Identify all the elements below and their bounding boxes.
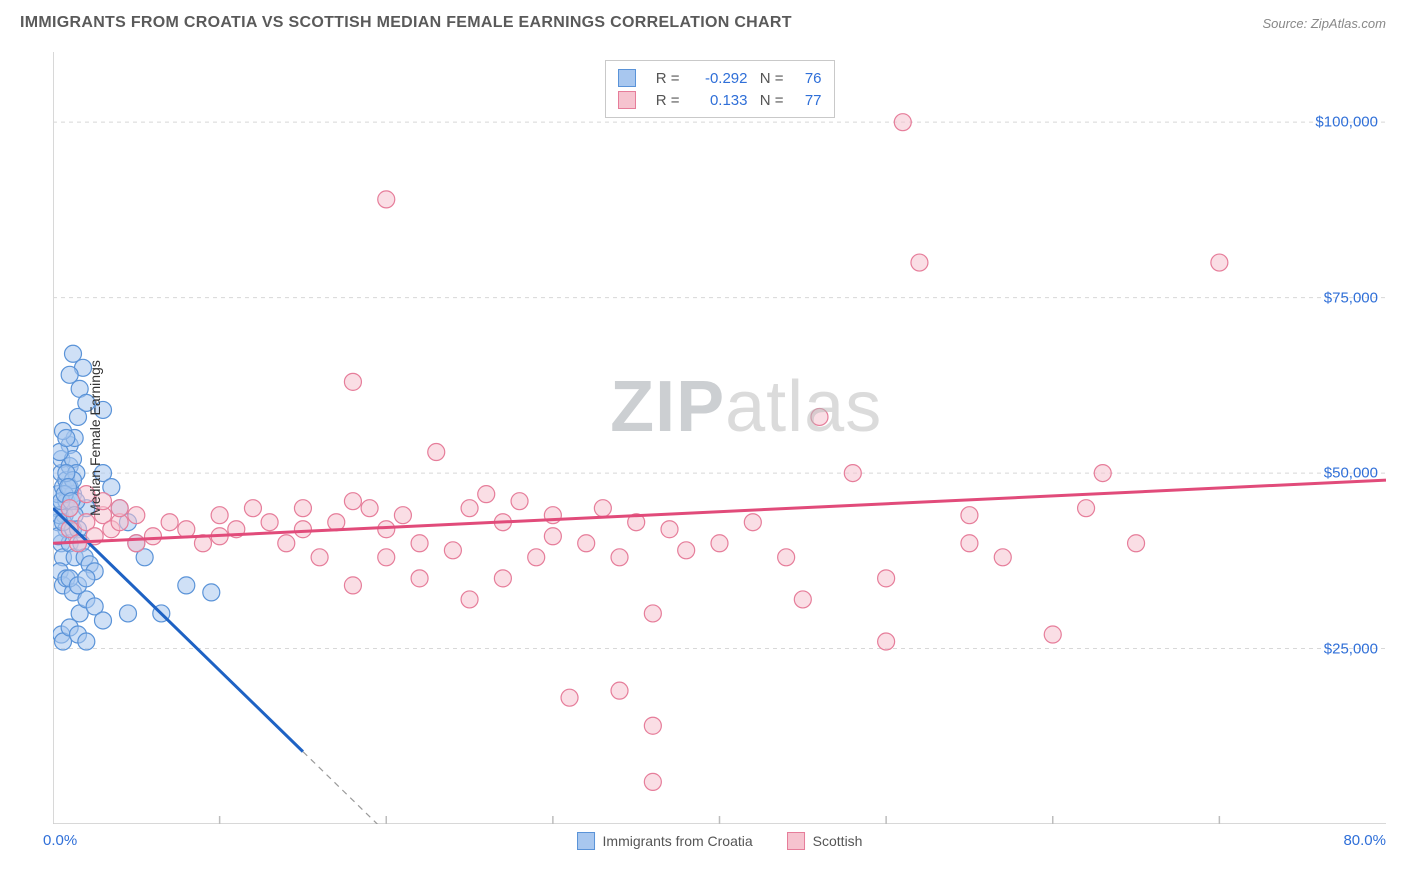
- legend-label: Scottish: [813, 833, 863, 849]
- legend-swatch: [577, 832, 595, 850]
- scatter-chart: [53, 52, 1386, 824]
- legend-item-scottish: Scottish: [787, 832, 863, 850]
- stat-row: R =-0.292N =76: [618, 67, 822, 89]
- legend-swatch: [787, 832, 805, 850]
- stat-row: R =0.133N =77: [618, 89, 822, 111]
- source-label: Source: ZipAtlas.com: [1262, 16, 1386, 31]
- x-max-label: 80.0%: [1343, 832, 1386, 849]
- legend: Immigrants from Croatia Scottish: [577, 832, 863, 850]
- x-axis: 0.0% 80.0% Immigrants from CroatiaScotti…: [53, 832, 1386, 882]
- chart-title: IMMIGRANTS FROM CROATIA VS SCOTTISH MEDI…: [20, 14, 792, 32]
- legend-swatch: [618, 69, 636, 87]
- series-scottish: [61, 114, 1228, 791]
- chart-plot-area: Median Female Earnings ZIPatlas R =-0.29…: [53, 52, 1386, 824]
- y-tick-label: $50,000: [1324, 465, 1378, 482]
- x-min-label: 0.0%: [43, 832, 77, 849]
- legend-item-croatia: Immigrants from Croatia: [577, 832, 753, 850]
- source-link[interactable]: ZipAtlas.com: [1311, 16, 1386, 31]
- y-tick-label: $100,000: [1315, 114, 1378, 131]
- y-axis-label: Median Female Earnings: [87, 360, 103, 516]
- legend-label: Immigrants from Croatia: [603, 833, 753, 849]
- legend-swatch: [618, 91, 636, 109]
- correlation-stats-box: R =-0.292N =76R =0.133N =77: [605, 60, 835, 118]
- y-tick-label: $25,000: [1324, 640, 1378, 657]
- header: IMMIGRANTS FROM CROATIA VS SCOTTISH MEDI…: [0, 0, 1406, 40]
- y-tick-label: $75,000: [1324, 289, 1378, 306]
